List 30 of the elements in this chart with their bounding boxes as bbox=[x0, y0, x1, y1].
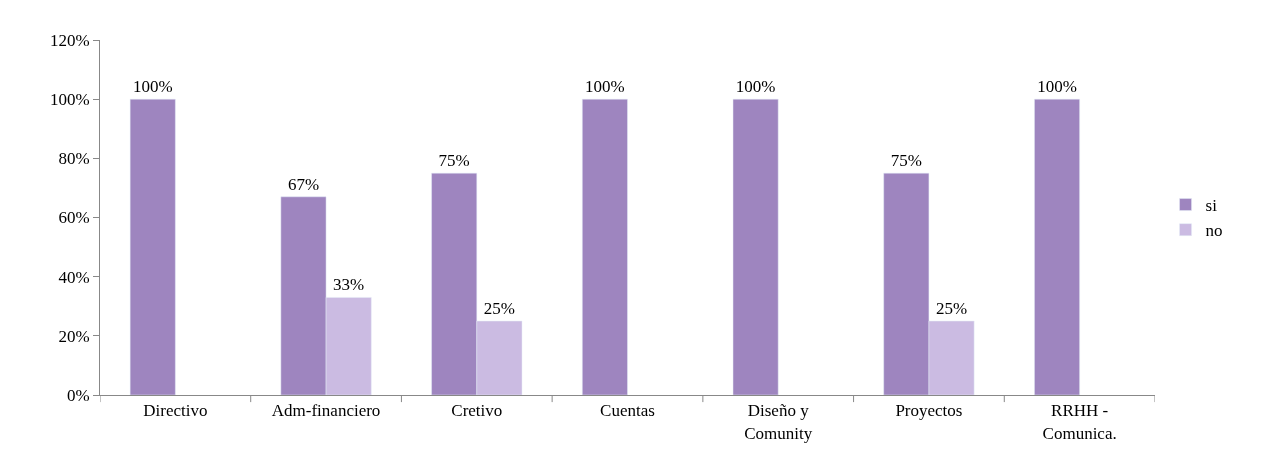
bar bbox=[129, 98, 176, 395]
y-tick-label: 0% bbox=[66, 385, 90, 405]
bar bbox=[582, 98, 628, 395]
x-tick-label: Adm-financiero bbox=[271, 401, 381, 421]
y-tick-label: 20% bbox=[58, 326, 90, 346]
x-tick-label: RRHH - Comunica. bbox=[1042, 401, 1117, 443]
data-label: 100% bbox=[132, 77, 173, 97]
bar bbox=[732, 98, 779, 395]
data-label: 100% bbox=[735, 77, 776, 97]
data-label: 67% bbox=[287, 174, 320, 194]
data-label: 33% bbox=[333, 275, 365, 295]
data-label: 100% bbox=[585, 77, 625, 97]
y-tick-label: 40% bbox=[58, 267, 90, 287]
data-label: 25% bbox=[483, 299, 515, 319]
data-label: 75% bbox=[438, 151, 470, 171]
legend-label: no bbox=[1205, 221, 1223, 241]
y-tick-label: 60% bbox=[58, 208, 90, 228]
y-tick-label: 120% bbox=[49, 30, 90, 50]
x-tick-label: Cuentas bbox=[600, 401, 655, 421]
x-tick-label: Cretivo bbox=[451, 401, 503, 421]
y-tick-label: 100% bbox=[49, 90, 90, 110]
x-tick-label: Directivo bbox=[143, 401, 208, 421]
x-tick-label: Diseño y Comunity bbox=[744, 401, 813, 443]
legend-label: si bbox=[1205, 196, 1218, 216]
bar bbox=[1034, 98, 1080, 395]
data-label: 25% bbox=[935, 299, 968, 319]
data-label: 75% bbox=[890, 151, 922, 171]
data-label: 100% bbox=[1037, 77, 1077, 97]
x-tick-label: Proyectos bbox=[895, 401, 963, 421]
y-tick-label: 80% bbox=[58, 149, 90, 169]
